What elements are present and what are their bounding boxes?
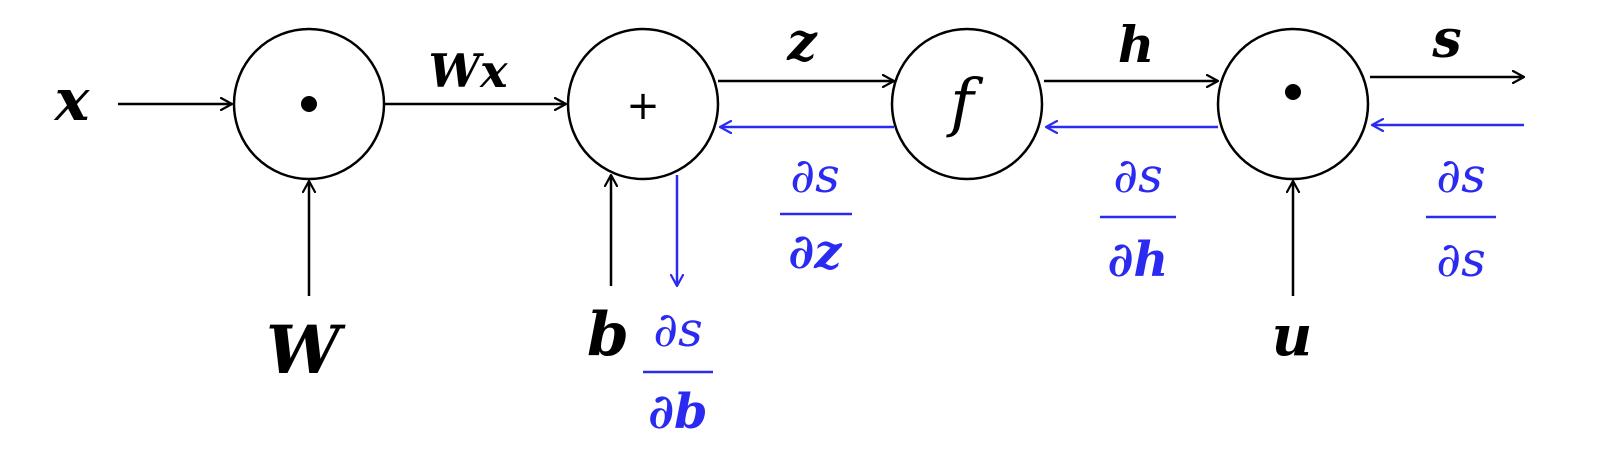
edge-s-label: s xyxy=(1431,9,1461,70)
grad-dh-numerator: ∂s xyxy=(1113,148,1162,204)
grad-ds-denominator: ∂s xyxy=(1436,232,1485,288)
input-W-label: W xyxy=(266,311,346,389)
mult2-node xyxy=(1216,27,1370,181)
grad-dh-denominator: ∂h xyxy=(1108,232,1169,288)
input-b-label: b xyxy=(587,300,629,370)
edge-z-label: z xyxy=(786,12,818,73)
add-node xyxy=(566,27,720,181)
input-u-label: u xyxy=(1272,303,1313,369)
edge-h-label: h xyxy=(1118,15,1154,74)
mult1-dot xyxy=(301,96,317,112)
mult2-dot xyxy=(1285,84,1301,100)
f-node xyxy=(890,27,1044,181)
input-x-label: x xyxy=(53,66,91,134)
edge-Wx-label: Wx xyxy=(428,44,508,98)
grad-dz-numerator: ∂s xyxy=(790,148,839,204)
grad-db-denominator: ∂b xyxy=(648,384,707,440)
grad-ds-numerator: ∂s xyxy=(1436,148,1485,204)
add-symbol: + xyxy=(626,83,660,129)
grad-dz-denominator: ∂z xyxy=(789,224,844,280)
grad-db-numerator: ∂s xyxy=(653,302,702,358)
